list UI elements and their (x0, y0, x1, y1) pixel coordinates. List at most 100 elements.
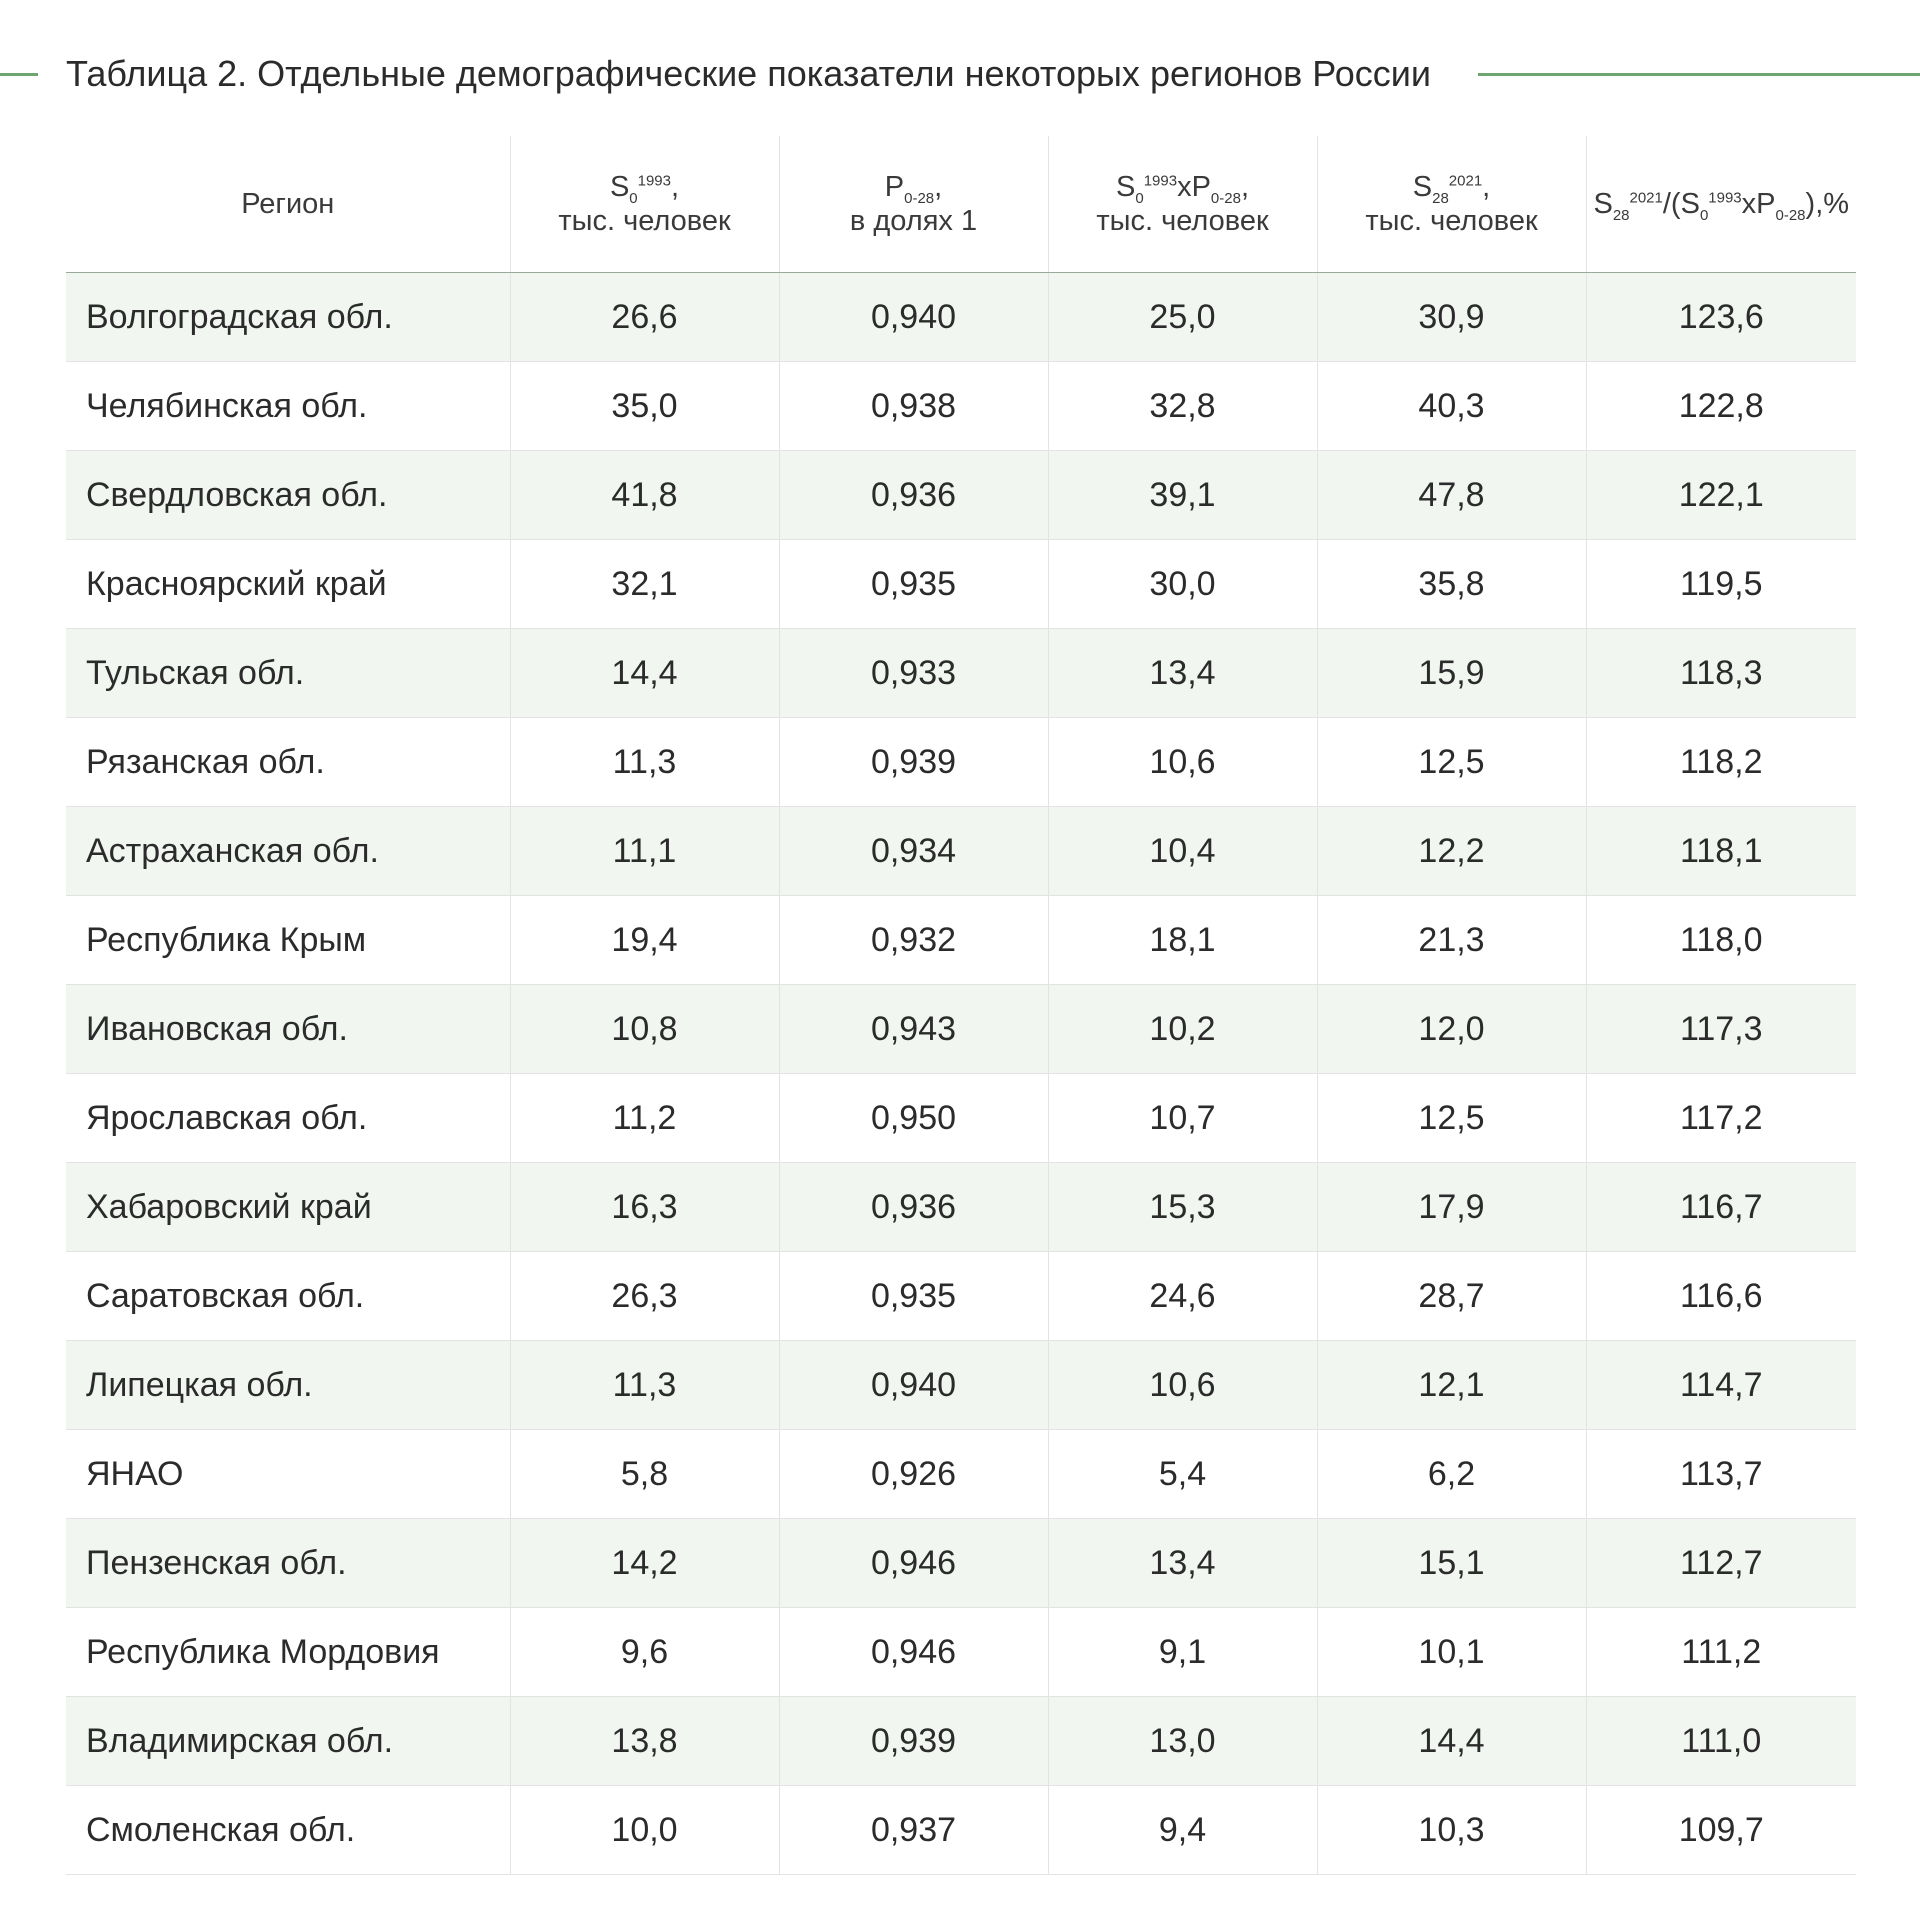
cell-s28-2021: 28,7 (1316, 1251, 1586, 1341)
table-body: Волгоградская обл. 26,6 0,940 25,0 30,9 123,6… (66, 272, 1856, 1875)
cell-s0-1993: 9,6 (509, 1607, 779, 1697)
cell-p-0-28: 0,936 (778, 1162, 1048, 1252)
cell-s0-1993: 26,6 (509, 272, 779, 362)
cell-s28-2021: 30,9 (1316, 272, 1586, 362)
cell-s28-2021: 35,8 (1316, 539, 1586, 629)
header-p-unit: в долях 1 (849, 205, 978, 237)
cell-s28-2021: 14,4 (1316, 1696, 1586, 1786)
cell-ratio-percent: 109,7 (1585, 1785, 1856, 1875)
cell-s0-1993: 19,4 (509, 895, 779, 985)
cell-p-0-28: 0,943 (778, 984, 1048, 1074)
cell-ratio-percent: 117,2 (1585, 1073, 1856, 1163)
cell-region: Астраханская обл. (66, 806, 510, 896)
table-row: Красноярский край 32,1 0,935 30,0 35,8 119,5 (66, 539, 1856, 629)
cell-ratio-percent: 114,7 (1585, 1340, 1856, 1430)
cell-s28-2021: 15,1 (1316, 1518, 1586, 1608)
header-sp-unit: тыс. человек (1096, 205, 1269, 237)
table-row: Республика Мордовия 9,6 0,946 9,1 10,1 111,2 (66, 1607, 1856, 1697)
cell-ratio-percent: 118,3 (1585, 628, 1856, 718)
header-region: Регион (66, 136, 510, 273)
cell-p-0-28: 0,940 (778, 1340, 1048, 1430)
cell-ratio-percent: 122,8 (1585, 361, 1856, 451)
cell-s0-x-p: 10,4 (1047, 806, 1317, 896)
header-p-0-28: P0-28, в долях 1 (778, 136, 1048, 273)
cell-s0-x-p: 9,4 (1047, 1785, 1317, 1875)
cell-s28-2021: 21,3 (1316, 895, 1586, 985)
cell-s0-1993: 10,0 (509, 1785, 779, 1875)
table-row: Хабаровский край 16,3 0,936 15,3 17,9 116,7 (66, 1162, 1856, 1252)
cell-s28-2021: 10,3 (1316, 1785, 1586, 1875)
cell-region: Красноярский край (66, 539, 510, 629)
cell-region: Ярославская обл. (66, 1073, 510, 1163)
cell-s28-2021: 12,5 (1316, 1073, 1586, 1163)
cell-region: Пензенская обл. (66, 1518, 510, 1608)
cell-s28-2021: 17,9 (1316, 1162, 1586, 1252)
cell-s0-x-p: 10,7 (1047, 1073, 1317, 1163)
cell-s0-x-p: 18,1 (1047, 895, 1317, 985)
cell-s0-1993: 32,1 (509, 539, 779, 629)
cell-s0-1993: 11,3 (509, 717, 779, 807)
table-title-row: Таблица 2. Отдельные демографические пок… (0, 44, 1920, 104)
cell-s0-1993: 14,2 (509, 1518, 779, 1608)
cell-s0-x-p: 25,0 (1047, 272, 1317, 362)
header-ratio-formula: S282021/(S01993xP0-28),% (1593, 188, 1850, 224)
table-row: Ярославская обл. 11,2 0,950 10,7 12,5 117,2 (66, 1073, 1856, 1163)
title-decor-line-left (0, 73, 38, 76)
cell-s0-x-p: 39,1 (1047, 450, 1317, 540)
cell-p-0-28: 0,940 (778, 272, 1048, 362)
cell-p-0-28: 0,939 (778, 717, 1048, 807)
cell-s0-x-p: 32,8 (1047, 361, 1317, 451)
cell-s0-1993: 16,3 (509, 1162, 779, 1252)
header-s0-unit: тыс. человек (558, 205, 731, 237)
cell-s0-1993: 11,3 (509, 1340, 779, 1430)
cell-region: Свердловская обл. (66, 450, 510, 540)
header-sp-formula: S01993xP0-28, (1116, 171, 1249, 207)
cell-s0-1993: 35,0 (509, 361, 779, 451)
table-row: ЯНАО 5,8 0,926 5,4 6,2 113,7 (66, 1429, 1856, 1519)
cell-p-0-28: 0,938 (778, 361, 1048, 451)
cell-s0-1993: 41,8 (509, 450, 779, 540)
cell-region: ЯНАО (66, 1429, 510, 1519)
table-row: Челябинская обл. 35,0 0,938 32,8 40,3 122,8 (66, 361, 1856, 451)
cell-s28-2021: 12,2 (1316, 806, 1586, 896)
cell-ratio-percent: 113,7 (1585, 1429, 1856, 1519)
cell-s28-2021: 40,3 (1316, 361, 1586, 451)
cell-region: Рязанская обл. (66, 717, 510, 807)
cell-region: Республика Мордовия (66, 1607, 510, 1697)
header-region-label: Регион (241, 188, 335, 220)
cell-s28-2021: 6,2 (1316, 1429, 1586, 1519)
cell-ratio-percent: 119,5 (1585, 539, 1856, 629)
cell-ratio-percent: 111,2 (1585, 1607, 1856, 1697)
cell-s0-x-p: 10,6 (1047, 717, 1317, 807)
cell-s0-1993: 11,1 (509, 806, 779, 896)
header-s0-1993: S01993, тыс. человек (509, 136, 779, 273)
cell-s28-2021: 12,0 (1316, 984, 1586, 1074)
cell-p-0-28: 0,939 (778, 1696, 1048, 1786)
cell-ratio-percent: 118,0 (1585, 895, 1856, 985)
cell-ratio-percent: 118,1 (1585, 806, 1856, 896)
cell-s0-x-p: 15,3 (1047, 1162, 1317, 1252)
cell-region: Саратовская обл. (66, 1251, 510, 1341)
demographics-table: Регион S01993, тыс. человек P0-28, в дол… (66, 136, 1856, 1875)
cell-s0-x-p: 9,1 (1047, 1607, 1317, 1697)
header-s0-x-p: S01993xP0-28, тыс. человек (1047, 136, 1317, 273)
cell-p-0-28: 0,946 (778, 1518, 1048, 1608)
cell-region: Челябинская обл. (66, 361, 510, 451)
cell-p-0-28: 0,935 (778, 539, 1048, 629)
header-s28-2021: S282021, тыс. человек (1316, 136, 1586, 273)
cell-ratio-percent: 111,0 (1585, 1696, 1856, 1786)
cell-p-0-28: 0,936 (778, 450, 1048, 540)
cell-region: Республика Крым (66, 895, 510, 985)
header-ratio-percent: S282021/(S01993xP0-28),% (1585, 136, 1856, 273)
cell-ratio-percent: 123,6 (1585, 272, 1856, 362)
table-row: Смоленская обл. 10,0 0,937 9,4 10,3 109,7 (66, 1785, 1856, 1875)
cell-region: Ивановская обл. (66, 984, 510, 1074)
cell-s28-2021: 10,1 (1316, 1607, 1586, 1697)
cell-p-0-28: 0,926 (778, 1429, 1048, 1519)
cell-region: Смоленская обл. (66, 1785, 510, 1875)
cell-p-0-28: 0,946 (778, 1607, 1048, 1697)
cell-ratio-percent: 116,6 (1585, 1251, 1856, 1341)
cell-s0-1993: 10,8 (509, 984, 779, 1074)
table-row: Саратовская обл. 26,3 0,935 24,6 28,7 116,6 (66, 1251, 1856, 1341)
cell-ratio-percent: 118,2 (1585, 717, 1856, 807)
